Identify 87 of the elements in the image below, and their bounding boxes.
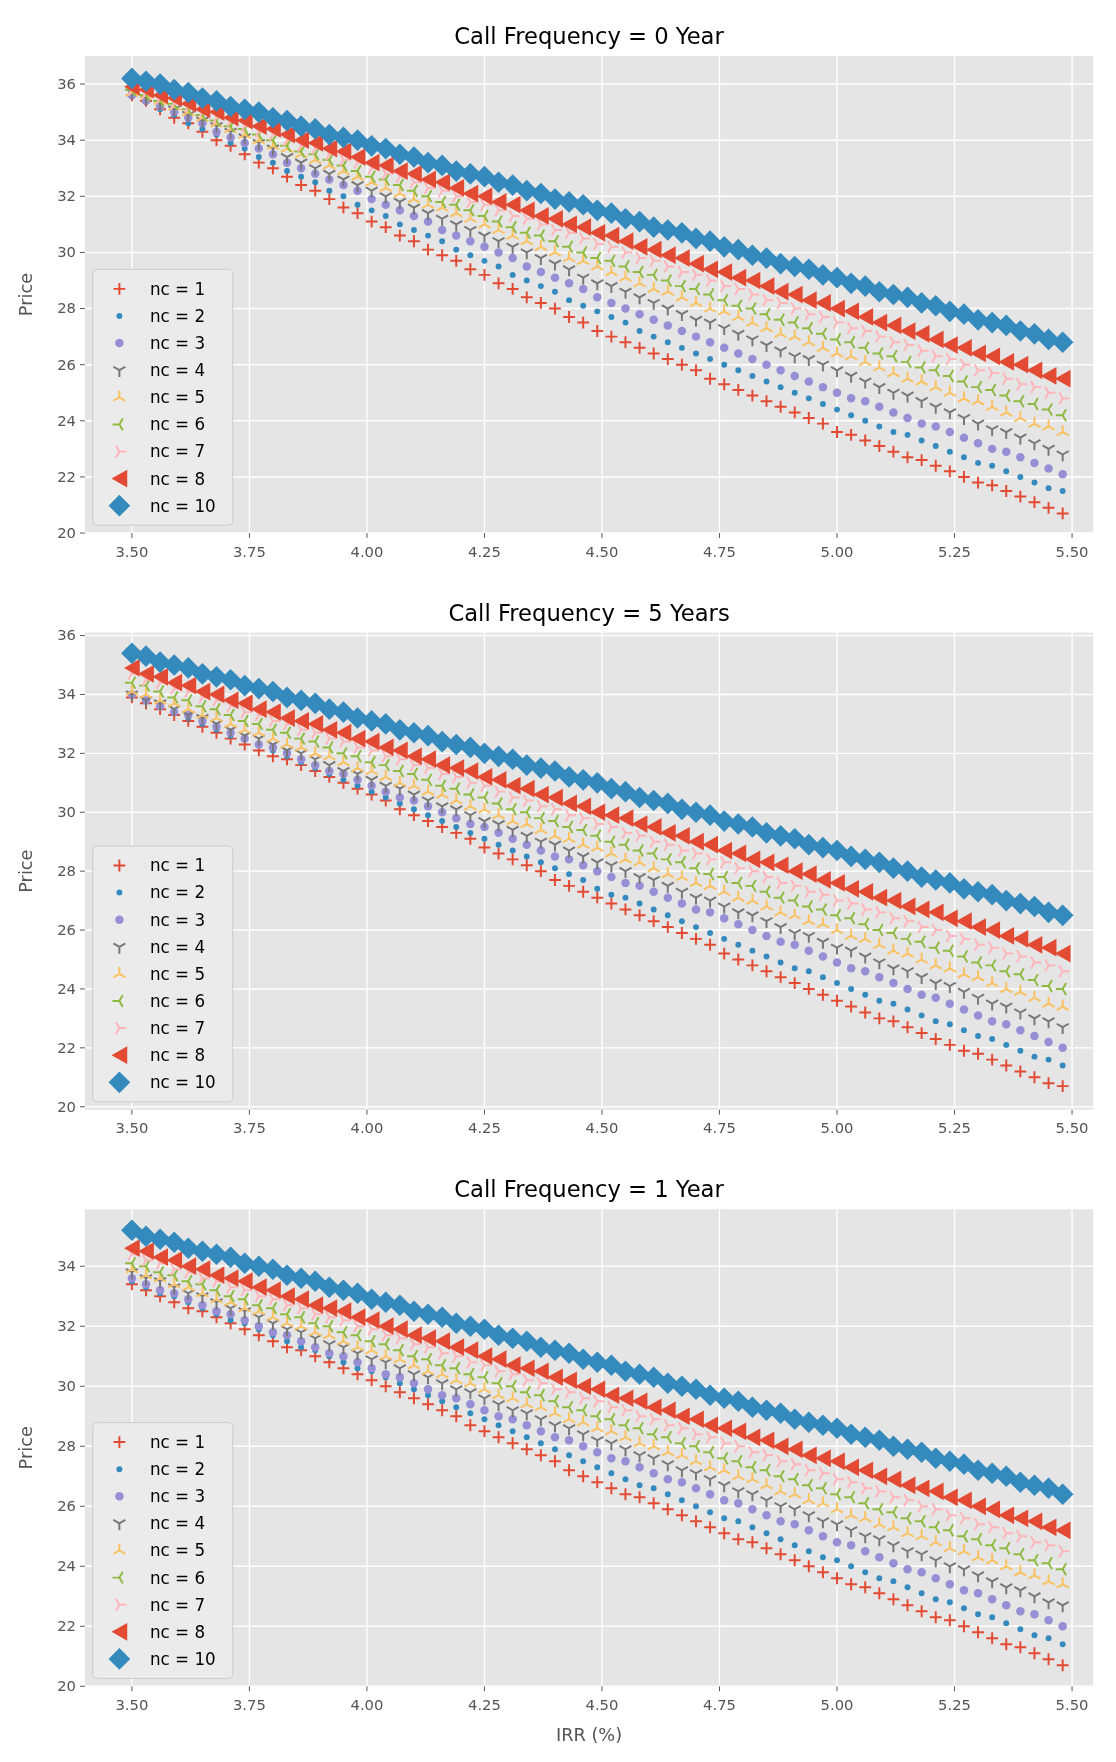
chart-title: Call Frequency = 0 Year	[454, 23, 725, 50]
x-tick-label: 5.50	[1055, 1119, 1089, 1137]
x-tick-label: 3.50	[115, 542, 149, 560]
legend-label: nc = 1	[149, 278, 206, 299]
legend-label: nc = 4	[149, 936, 206, 957]
y-tick-label: 24	[57, 411, 77, 429]
x-tick-label: 5.50	[1055, 542, 1089, 560]
legend-label: nc = 1	[149, 1432, 206, 1452]
legend-label: nc = 8	[149, 1045, 206, 1066]
y-tick-label: 20	[57, 523, 77, 541]
x-tick-label: 5.00	[820, 1695, 854, 1713]
x-tick-label: 5.50	[1055, 1695, 1089, 1713]
x-tick-label: 4.25	[468, 1119, 501, 1137]
x-tick-label: 4.50	[585, 1695, 619, 1713]
y-axis-title: Price	[15, 1426, 36, 1470]
x-tick-label: 4.00	[350, 1119, 384, 1137]
x-axis-title: IRR (%)	[555, 1725, 623, 1746]
x-tick-label: 3.50	[115, 1695, 149, 1713]
y-tick-label: 26	[57, 920, 77, 938]
y-tick-label: 30	[57, 1377, 77, 1395]
y-tick-label: 32	[57, 744, 77, 762]
y-tick-label: 36	[57, 74, 77, 92]
y-tick-label: 24	[57, 1557, 77, 1575]
y-tick-label: 36	[57, 626, 77, 644]
x-tick-label: 4.00	[350, 1695, 384, 1713]
legend-label: nc = 2	[149, 882, 206, 903]
legend-label: nc = 3	[149, 332, 206, 353]
y-tick-label: 28	[57, 1437, 77, 1455]
y-tick-label: 26	[57, 355, 77, 373]
x-tick-label: 4.25	[468, 542, 501, 560]
y-tick-label: 34	[57, 131, 77, 149]
legend-label: nc = 7	[149, 1018, 206, 1039]
legend-label: nc = 1	[149, 855, 206, 876]
x-tick-label: 4.50	[585, 1119, 619, 1137]
chart-title: Call Frequency = 1 Year	[454, 1176, 725, 1203]
y-tick-label: 20	[57, 1097, 77, 1115]
y-tick-label: 30	[57, 803, 77, 821]
legend-label: nc = 10	[149, 495, 216, 516]
legend-label: nc = 7	[149, 441, 206, 462]
legend-label: nc = 7	[149, 1594, 206, 1615]
x-tick-label: 4.75	[703, 1119, 736, 1137]
y-tick-label: 28	[57, 299, 77, 317]
y-axis-title: Price	[15, 272, 36, 317]
x-tick-label: 4.50	[585, 542, 619, 560]
legend-label: nc = 5	[149, 963, 206, 984]
x-tick-label: 3.50	[115, 1119, 149, 1137]
x-tick-label: 4.75	[703, 1695, 736, 1713]
y-tick-label: 34	[57, 1257, 77, 1275]
x-tick-label: 4.25	[468, 1695, 501, 1713]
y-axis-title: Price	[15, 849, 36, 893]
x-tick-label: 4.75	[703, 542, 736, 560]
y-tick-label: 26	[57, 1497, 77, 1515]
legend-label: nc = 5	[149, 387, 206, 408]
chart-title: Call Frequency = 5 Years	[448, 599, 730, 626]
y-tick-label: 28	[57, 862, 77, 880]
legend-label: nc = 6	[149, 414, 206, 435]
y-tick-label: 22	[57, 467, 77, 485]
x-tick-label: 5.00	[820, 542, 854, 560]
y-tick-label: 22	[57, 1617, 77, 1635]
legend-label: nc = 8	[149, 468, 206, 489]
x-tick-label: 5.25	[938, 542, 971, 560]
x-tick-label: 3.75	[232, 1119, 266, 1137]
x-tick-label: 4.00	[350, 542, 384, 560]
legend-label: nc = 4	[149, 360, 206, 381]
y-tick-label: 32	[57, 1317, 77, 1335]
y-tick-label: 34	[57, 685, 77, 703]
y-tick-label: 22	[57, 1038, 77, 1056]
legend-label: nc = 5	[149, 1540, 206, 1561]
y-tick-label: 24	[57, 979, 77, 997]
legend-label: nc = 3	[149, 1486, 206, 1507]
legend-label: nc = 2	[149, 305, 206, 326]
legend-label: nc = 6	[149, 1567, 206, 1588]
legend-label: nc = 3	[149, 909, 206, 930]
y-tick-label: 30	[57, 243, 77, 261]
legend-label: nc = 8	[149, 1621, 206, 1642]
legend-label: nc = 10	[149, 1648, 216, 1669]
x-tick-label: 5.00	[820, 1119, 854, 1137]
y-tick-label: 20	[57, 1677, 77, 1695]
y-tick-label: 32	[57, 187, 77, 205]
legend-label: nc = 6	[149, 990, 206, 1011]
legend-label: nc = 2	[149, 1459, 206, 1480]
x-tick-label: 5.25	[938, 1695, 971, 1713]
x-tick-label: 3.75	[232, 542, 266, 560]
x-tick-label: 3.75	[232, 1695, 266, 1713]
legend-label: nc = 10	[149, 1072, 216, 1093]
x-tick-label: 5.25	[938, 1119, 971, 1137]
legend-label: nc = 4	[149, 1513, 206, 1534]
